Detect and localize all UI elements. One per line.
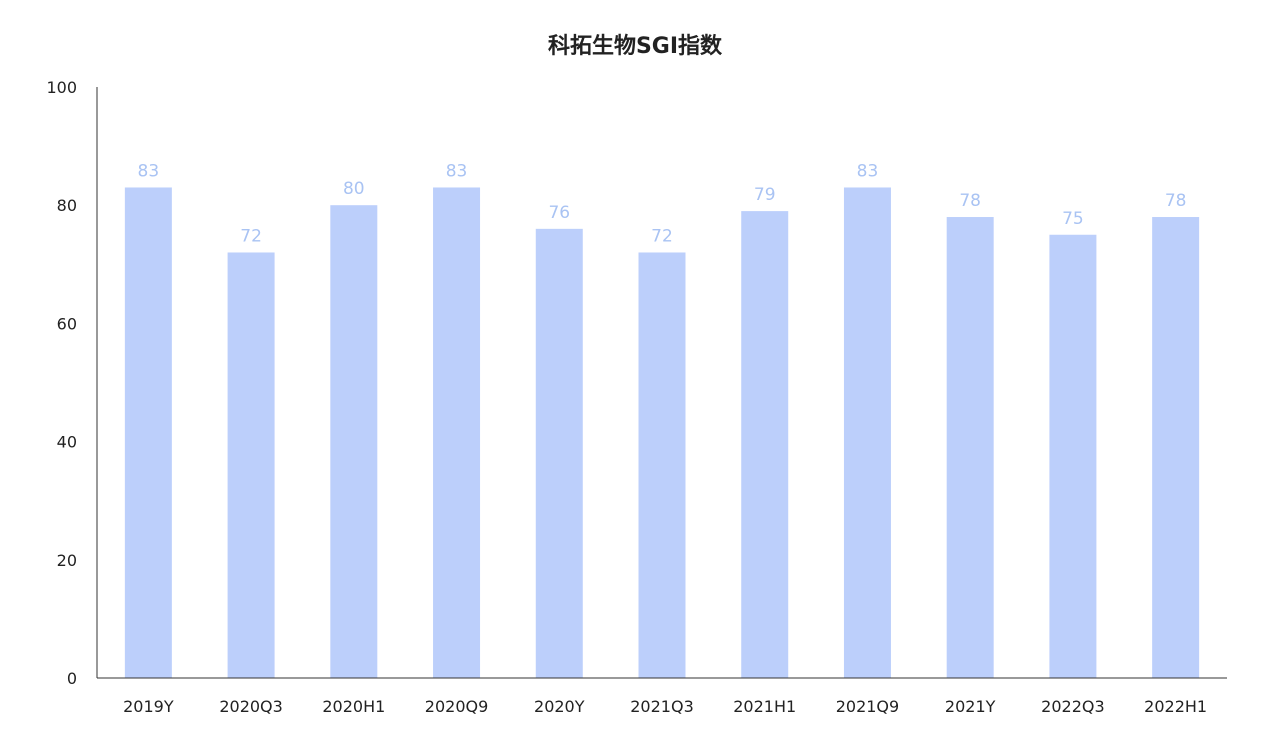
bar: [843, 187, 891, 678]
y-tick-label: 60: [57, 314, 77, 333]
x-tick-label: 2019Y: [123, 697, 174, 716]
bar: [227, 252, 275, 679]
x-tick-label: 2020H1: [322, 697, 385, 716]
x-axis-ticks: 2019Y 2020Q3 2020H1 2020Q9 2020Y 2021Q3 2021H1…: [123, 697, 1207, 716]
data-label: 79: [754, 185, 776, 205]
data-label: 83: [138, 161, 160, 181]
data-label: 76: [548, 203, 570, 223]
bar: [535, 228, 583, 678]
x-tick-label: 2021H1: [733, 697, 796, 716]
data-label: 75: [1062, 209, 1084, 229]
x-tick-label: 2020Y: [534, 697, 585, 716]
x-tick-label: 2020Q3: [219, 697, 283, 716]
bar: [124, 187, 172, 678]
bars: [124, 187, 1200, 679]
bar: [433, 187, 481, 678]
bar: [1049, 234, 1097, 678]
y-tick-label: 80: [57, 196, 77, 215]
data-label: 78: [959, 191, 981, 211]
data-label: 83: [857, 161, 879, 181]
x-tick-label: 2021Q3: [630, 697, 694, 716]
y-axis-ticks: 0 20 40 60 80 100: [46, 78, 77, 688]
data-label: 72: [651, 226, 673, 246]
data-labels: 83 72 80 83 76 72 79 83 78 75 78: [138, 161, 1187, 246]
bar: [946, 217, 994, 678]
x-tick-label: 2022Q3: [1041, 697, 1105, 716]
chart-title: 科拓生物SGI指数: [548, 33, 723, 59]
y-tick-label: 40: [57, 433, 77, 452]
x-tick-label: 2022H1: [1144, 697, 1207, 716]
data-label: 80: [343, 179, 365, 199]
x-tick-label: 2021Y: [945, 697, 996, 716]
y-tick-label: 100: [46, 78, 77, 97]
data-label: 83: [446, 161, 468, 181]
y-tick-label: 20: [57, 551, 77, 570]
data-label: 72: [240, 226, 262, 246]
bar: [741, 211, 789, 679]
data-label: 78: [1165, 191, 1187, 211]
bar: [330, 205, 378, 678]
bar: [638, 252, 686, 679]
x-tick-label: 2021Q9: [836, 697, 900, 716]
bar: [1152, 217, 1200, 678]
y-tick-label: 0: [67, 669, 77, 688]
x-tick-label: 2020Q9: [425, 697, 489, 716]
